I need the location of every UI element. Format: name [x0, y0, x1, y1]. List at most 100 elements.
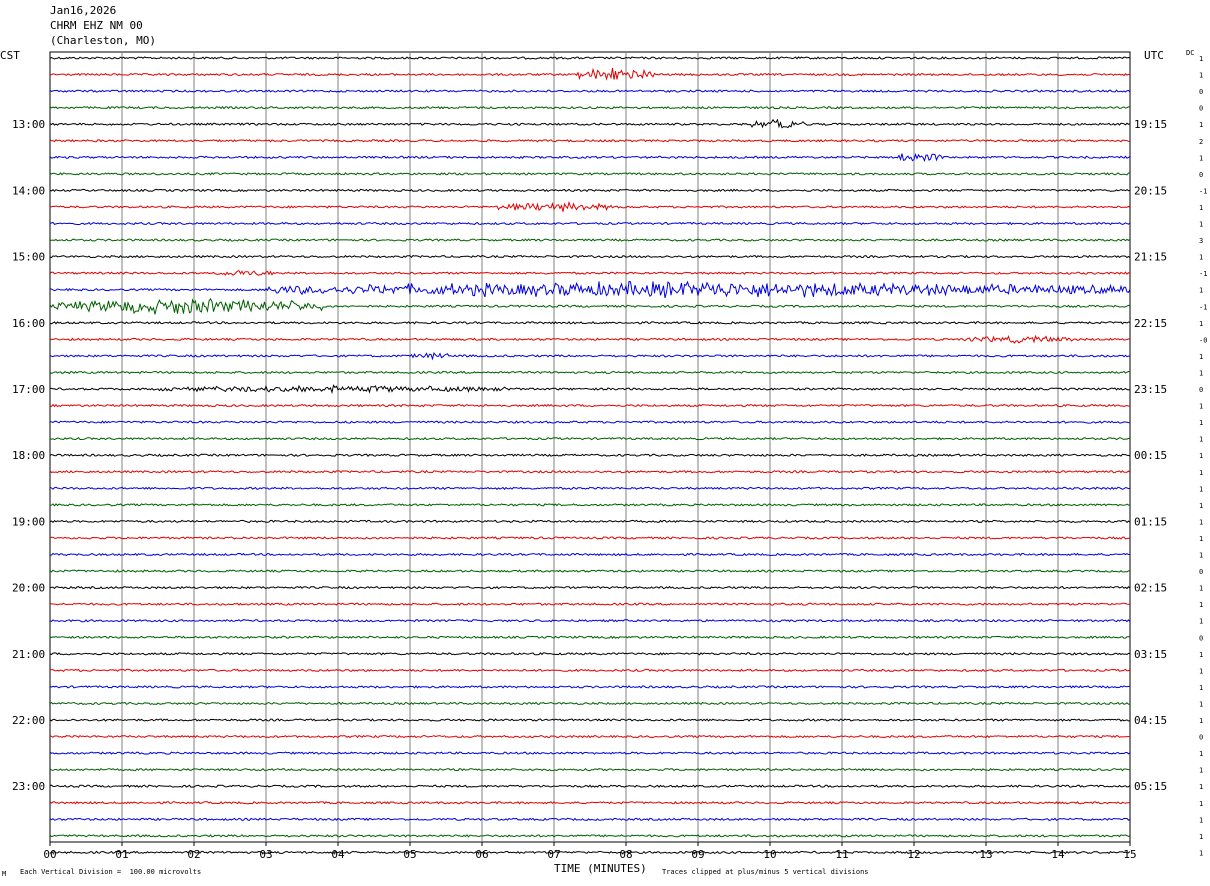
- utc-hour-label: 20:15: [1134, 184, 1167, 197]
- dc-offset-value: 0: [1199, 568, 1203, 576]
- dc-offset-value: 1: [1199, 72, 1203, 80]
- seismic-trace: [49, 254, 1131, 259]
- seismic-trace: [49, 67, 1131, 81]
- dc-offset-value: 1: [1199, 436, 1203, 444]
- dc-offset-value: 1: [1199, 535, 1203, 543]
- dc-offset-value: 1: [1199, 403, 1203, 411]
- cst-hour-label: 14:00: [12, 184, 45, 197]
- utc-hour-label: 22:15: [1134, 317, 1167, 330]
- seismic-trace: [49, 767, 1131, 772]
- utc-hour-label: 05:15: [1134, 780, 1167, 793]
- seismic-trace: [49, 56, 1131, 60]
- x-tick-label: 05: [403, 848, 416, 861]
- dc-offset-value: 0: [1199, 88, 1203, 96]
- dc-offset-value: 1: [1199, 783, 1203, 791]
- dc-offset-value: -1: [1199, 187, 1207, 195]
- dc-label: DC: [1186, 49, 1195, 57]
- dc-offset-value: 1: [1199, 518, 1203, 526]
- x-tick-label: 11: [835, 848, 848, 861]
- dc-offset-value: 1: [1199, 369, 1203, 377]
- station-label: CHRM EHZ NM 00: [50, 19, 143, 32]
- utc-hour-label: 00:15: [1134, 449, 1167, 462]
- corner-mark: M: [2, 870, 7, 878]
- x-tick-label: 14: [1051, 848, 1065, 861]
- x-tick-label: 04: [331, 848, 345, 861]
- dc-offset-value: 0: [1199, 734, 1203, 742]
- dc-offset-value: 1: [1199, 552, 1203, 560]
- dc-offset-value: 1: [1199, 121, 1203, 129]
- dc-offset-value: 1: [1199, 469, 1203, 477]
- seismic-trace: [49, 817, 1131, 822]
- seismic-trace: [49, 552, 1131, 557]
- x-tick-label: 15: [1123, 848, 1136, 861]
- utc-hour-label: 04:15: [1134, 714, 1167, 727]
- cst-hour-label: 21:00: [12, 648, 45, 661]
- cst-hour-label: 20:00: [12, 582, 45, 595]
- seismic-trace: [49, 172, 1130, 176]
- seismic-trace: [49, 850, 1131, 855]
- utc-hour-label: 19:15: [1134, 118, 1167, 131]
- seismic-trace: [49, 280, 1131, 299]
- cst-hour-label: 22:00: [12, 714, 45, 727]
- seismic-trace: [49, 453, 1131, 457]
- seismic-trace: [49, 784, 1131, 788]
- seismic-trace: [49, 89, 1131, 93]
- seismic-trace: [49, 652, 1131, 656]
- seismic-trace: [49, 834, 1131, 838]
- cst-hour-label: 13:00: [12, 118, 45, 131]
- x-tick-label: 03: [259, 848, 272, 861]
- seismic-trace: [49, 188, 1131, 193]
- seismic-trace: [49, 334, 1131, 344]
- x-tick-label: 09: [691, 848, 704, 861]
- seismic-trace: [49, 139, 1131, 143]
- seismic-trace: [49, 238, 1131, 242]
- utc-hour-label: 01:15: [1134, 515, 1167, 528]
- seismic-trace: [49, 734, 1130, 739]
- seismic-trace: [49, 321, 1131, 325]
- dc-offset-value: -1: [1199, 303, 1207, 311]
- dc-offset-value: 1: [1199, 320, 1203, 328]
- dc-offset-value: 0: [1199, 105, 1203, 113]
- dc-offset-value: -1: [1199, 270, 1207, 278]
- dc-offset-value: 1: [1199, 452, 1203, 460]
- seismic-trace: [49, 200, 1131, 212]
- seismic-trace: [49, 436, 1131, 441]
- seismic-trace: [49, 751, 1131, 755]
- x-tick-label: 01: [115, 848, 128, 861]
- x-tick-label: 02: [187, 848, 200, 861]
- dc-offset-value: 1: [1199, 154, 1203, 162]
- dc-offset-value: 0: [1199, 171, 1203, 179]
- seismic-trace: [49, 384, 1130, 395]
- seismic-trace: [49, 469, 1131, 474]
- seismic-trace: [49, 701, 1131, 706]
- dc-offset-value: 1: [1199, 618, 1203, 626]
- seismic-trace: [49, 270, 1131, 276]
- x-tick-label: 07: [547, 848, 560, 861]
- dc-offset-value: 1: [1199, 833, 1203, 841]
- seismic-trace: [49, 486, 1131, 491]
- dc-offset-value: 0: [1199, 386, 1203, 394]
- x-axis-label: TIME (MINUTES): [554, 862, 647, 875]
- x-tick-label: 13: [979, 848, 992, 861]
- utc-hour-label: 03:15: [1134, 648, 1167, 661]
- cst-hour-label: 23:00: [12, 780, 45, 793]
- dc-offset-value: 1: [1199, 767, 1203, 775]
- dc-offset-value: 2: [1199, 138, 1203, 146]
- dc-offset-value: 1: [1199, 485, 1203, 493]
- dc-offset-value: 1: [1199, 585, 1203, 593]
- utc-hour-label: 21:15: [1134, 251, 1167, 264]
- dc-offset-value: 1: [1199, 684, 1203, 692]
- dc-offset-value: 0: [1199, 634, 1203, 642]
- scale-note: Each Vertical Division = 100.00 microvol…: [20, 868, 202, 876]
- x-tick-label: 10: [763, 848, 776, 861]
- dc-offset-value: 1: [1199, 849, 1203, 857]
- seismic-trace: [49, 801, 1131, 805]
- dc-offset-value: 1: [1199, 700, 1203, 708]
- seismic-trace: [49, 569, 1131, 573]
- dc-offset-value: 1: [1199, 221, 1203, 229]
- seismic-trace: [49, 370, 1131, 375]
- utc-hour-label: 23:15: [1134, 383, 1167, 396]
- seismic-trace: [49, 685, 1131, 689]
- seismic-trace: [49, 503, 1131, 507]
